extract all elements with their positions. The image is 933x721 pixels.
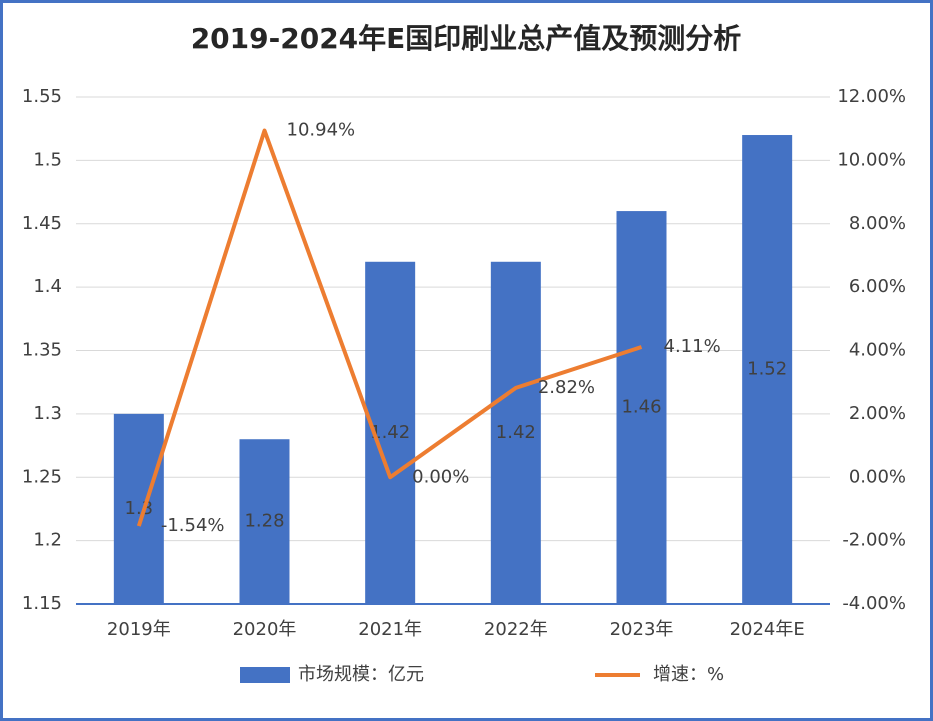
bar [742,135,793,604]
x-tick-label: 2019年 [107,619,171,640]
bar-value-label: 1.42 [370,422,410,443]
line [136,128,643,527]
y-tick-label: 1.45 [22,213,62,234]
legend-label: 增速：% [653,664,724,685]
y2-tick-label: 4.00% [849,340,906,361]
y-tick-label: 1.15 [22,593,62,614]
bar-value-label: 1.42 [496,422,536,443]
y-tick-label: 1.55 [22,86,62,107]
line-value-label: 4.11% [664,336,721,357]
legend-swatch [240,667,290,683]
x-tick-label: 2023年 [610,619,674,640]
y-tick-label: 1.5 [33,149,62,170]
y2-tick-label: 0.00% [849,466,906,487]
y-tick-label: 1.25 [22,466,62,487]
y-tick-label: 1.4 [33,276,62,297]
x-tick-label: 2020年 [233,619,297,640]
chart-title: 2019-2024年E国印刷业总产值及预测分析 [191,22,742,55]
line-value-label: -1.54% [161,515,225,536]
y2-tick-label: -2.00% [842,530,906,551]
y-tick-label: 1.2 [33,530,62,551]
bar [616,211,667,604]
y2-tick-label: 10.00% [837,149,906,170]
y2-tick-label: -4.00% [842,593,906,614]
bar-value-label: 1.52 [747,359,787,380]
y-tick-label: 1.35 [22,340,62,361]
line-value-label: 10.94% [287,120,356,141]
y2-tick-label: 8.00% [849,213,906,234]
bar [113,413,164,604]
y-tick-label: 1.3 [33,403,62,424]
bar [239,439,290,604]
line-value-label: 2.82% [538,377,595,398]
y2-tick-label: 6.00% [849,276,906,297]
y2-tick-label: 12.00% [837,86,906,107]
bar [490,261,541,604]
x-tick-label: 2022年 [484,619,548,640]
bar-value-label: 1.28 [244,511,284,532]
y2-tick-label: 2.00% [849,403,906,424]
x-tick-label: 2024年E [730,619,805,640]
legend-label: 市场规模：亿元 [298,664,424,685]
bar-value-label: 1.46 [621,397,661,418]
x-tick-label: 2021年 [358,619,422,640]
line-value-label: 0.00% [412,466,469,487]
